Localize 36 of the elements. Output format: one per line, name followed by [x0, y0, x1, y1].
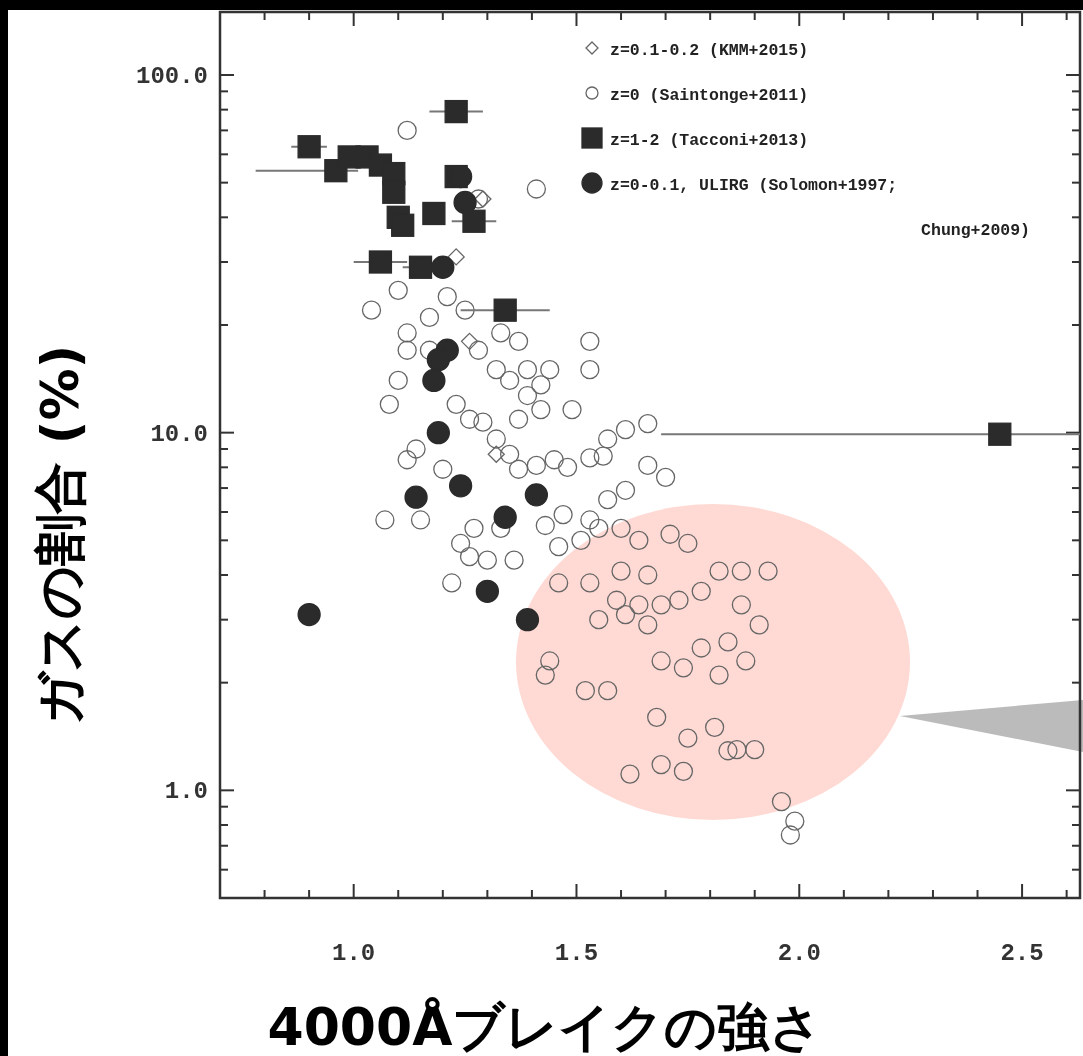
- x-tick-label: 1.0: [332, 940, 376, 967]
- y-tick-label: 100.0: [135, 62, 208, 90]
- y-axis-title: ガスの割合 (%): [30, 344, 90, 726]
- x-axis-title: 4000Åブレイクの強さ: [267, 997, 823, 1056]
- point: [447, 248, 465, 266]
- point: [493, 505, 517, 529]
- point: [431, 255, 455, 279]
- point: [382, 180, 406, 204]
- point: [462, 209, 486, 233]
- x-tick-label: 2.0: [777, 940, 821, 967]
- point: [422, 201, 446, 226]
- point: [422, 368, 446, 393]
- point: [524, 483, 549, 507]
- point: [426, 348, 450, 372]
- legend-label: z=1-2 (Tacconi+2013): [610, 131, 809, 150]
- point: [453, 190, 477, 215]
- text: z=0-0.1, ULIRG (Solomon+1997; Chung+2009): [610, 176, 1030, 240]
- x-tick-label: 1.5: [554, 940, 599, 967]
- y-tick-label: 1.0: [164, 778, 208, 806]
- point: [475, 579, 500, 604]
- point: [444, 99, 468, 124]
- legend-label: z=0.1-0.2 (KMM+2015): [610, 41, 809, 60]
- point: [404, 485, 428, 509]
- point: [391, 213, 415, 237]
- point: [988, 422, 1012, 446]
- point: [493, 298, 517, 322]
- point: [515, 608, 540, 632]
- point: [368, 250, 393, 274]
- x-tick-label: 2.5: [1000, 940, 1044, 967]
- legend-label: z=0 (Saintonge+2011): [610, 86, 809, 105]
- y-tick-label: 10.0: [150, 420, 208, 448]
- point: [426, 421, 450, 445]
- point: [297, 135, 321, 159]
- point: [408, 255, 433, 279]
- point: [448, 474, 473, 498]
- point: [297, 602, 321, 627]
